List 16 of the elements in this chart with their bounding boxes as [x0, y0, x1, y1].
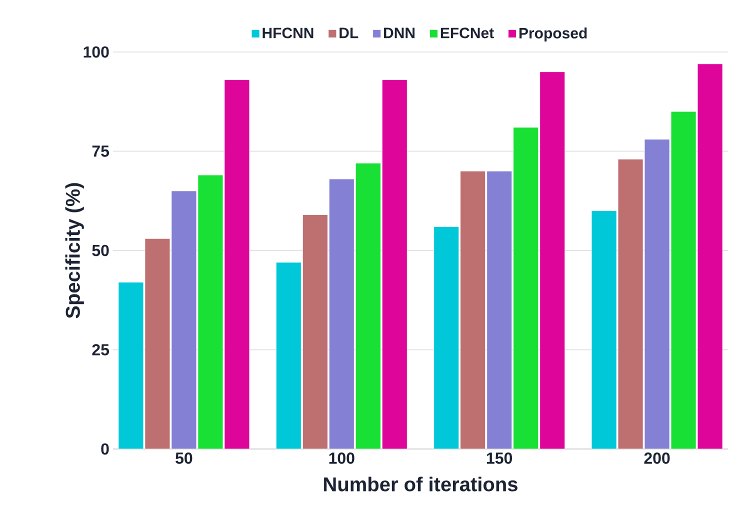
y-axis-title: Specificity (%) [65, 183, 84, 318]
x-tick-label: 50 [176, 452, 192, 464]
x-axis-title: Number of iterations [324, 476, 518, 492]
x-tick-label: 200 [644, 452, 670, 464]
y-tick-label: 25 [92, 344, 110, 356]
y-tick-label: 100 [84, 46, 109, 58]
x-tick-label: 150 [487, 452, 512, 464]
y-tick-label: 0 [101, 443, 109, 455]
x-tick-label: 100 [329, 452, 354, 464]
y-tick-label: 75 [92, 146, 110, 157]
legend-label: HFCNN [262, 28, 314, 38]
y-tick-label: 50 [92, 244, 109, 256]
legend-label: DNN [384, 28, 414, 38]
legend-label: Proposed [519, 27, 587, 42]
legend-label: EFCNet [440, 28, 494, 38]
legend-label: DL [340, 28, 358, 38]
